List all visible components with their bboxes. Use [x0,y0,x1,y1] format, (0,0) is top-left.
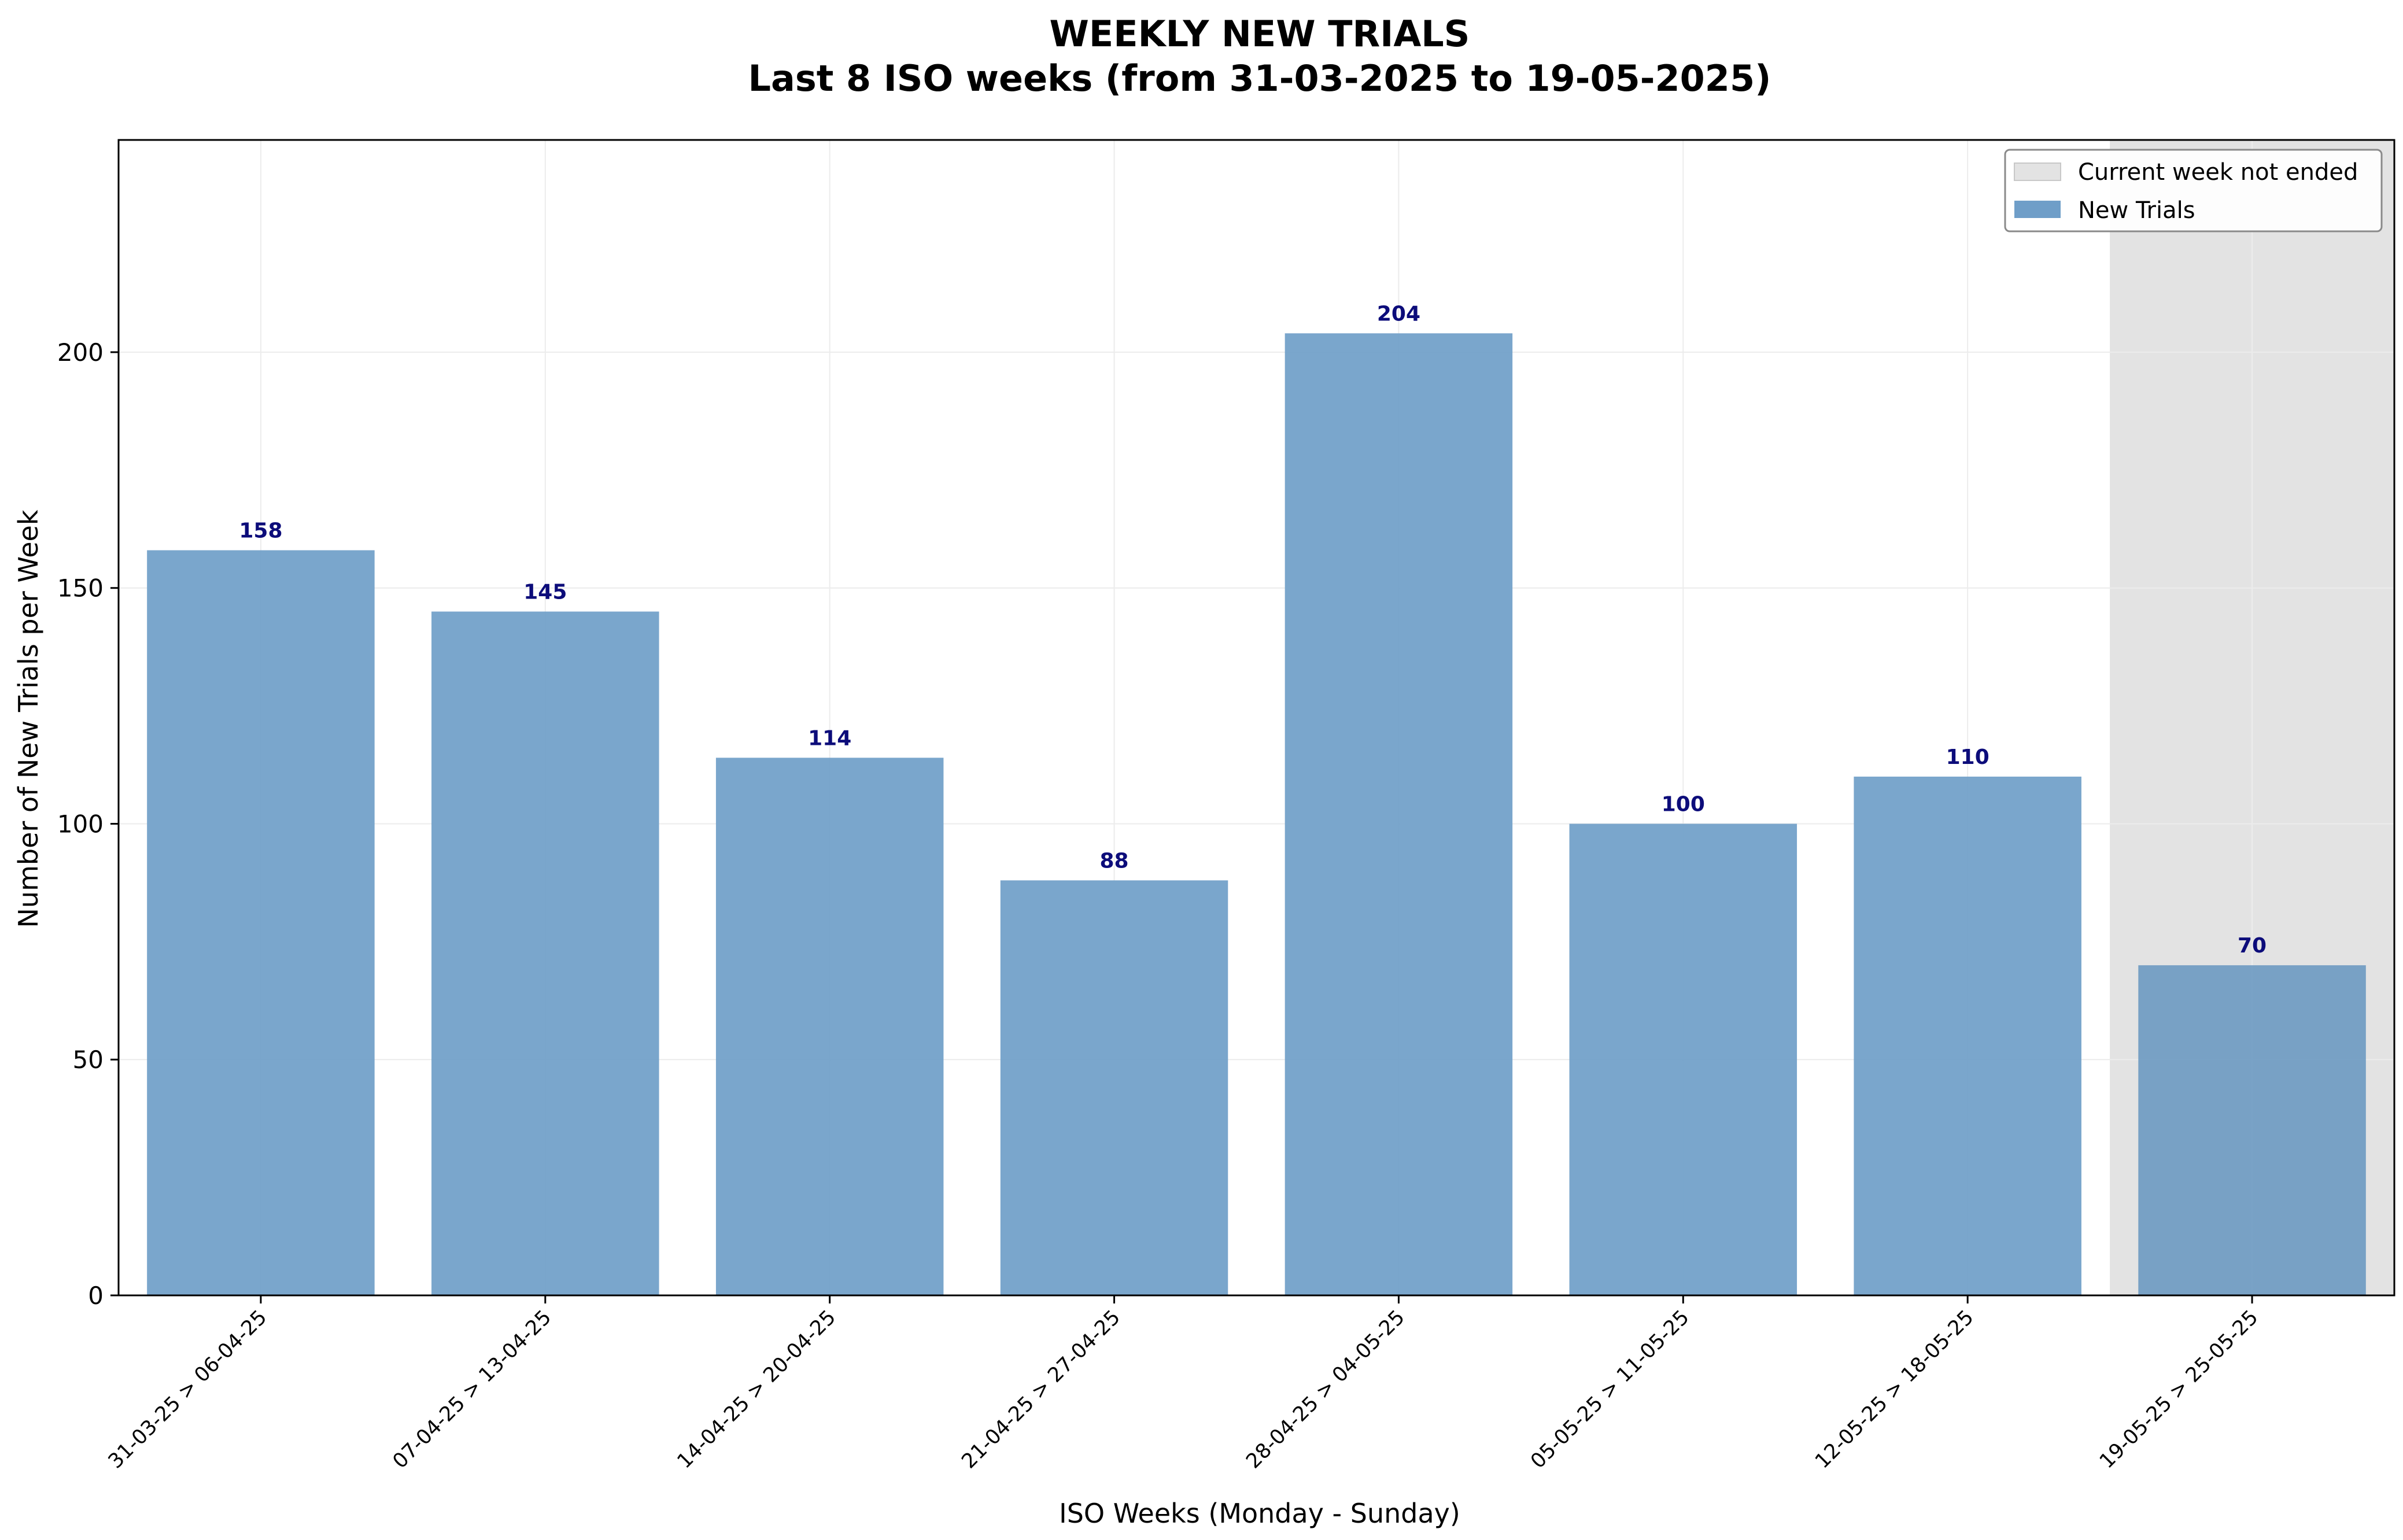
bar [1854,776,2081,1295]
legend-label-current-week: Current week not ended [2078,159,2358,186]
y-tick-label: 0 [88,1282,104,1310]
bar [147,550,375,1295]
bar-layer [147,333,2366,1296]
bar [1569,823,1797,1295]
x-tick-label: 19-05-25 > 25-05-25 [2095,1306,2262,1473]
bar [715,758,944,1295]
legend-box [2004,149,2383,232]
y-tick-label: 150 [57,574,104,603]
legend-swatch-current-week [2014,163,2061,181]
legend: Current week not ended New Trials [2004,149,2383,232]
x-axis-ticks: 31-03-25 > 06-04-25 07-04-25 > 13-04-25 14… [104,1295,2262,1473]
y-axis-ticks: 0 50 100 150 200 [57,338,119,1310]
data-label: 114 [808,726,851,750]
legend-swatch-new-trials [2014,201,2061,218]
x-axis-label: ISO Weeks (Monday - Sunday) [1059,1498,1460,1529]
chart-title: WEEKLY NEW TRIALS [1050,13,1470,55]
data-label: 100 [1662,792,1705,816]
data-label: 110 [1946,745,1989,769]
bar [431,611,659,1295]
y-axis-label: Number of New Trials per Week [13,509,44,928]
data-label: 158 [239,519,282,542]
bar [1000,880,1228,1295]
legend-label-new-trials: New Trials [2078,197,2195,224]
x-tick-label: 07-04-25 > 13-04-25 [389,1306,556,1473]
x-tick-label: 12-05-25 > 18-05-25 [1811,1306,1978,1473]
y-tick-label: 100 [57,810,104,838]
x-tick-label: 31-03-25 > 06-04-25 [104,1306,271,1473]
x-tick-label: 05-05-25 > 11-05-25 [1526,1306,1693,1473]
chart-subtitle: Last 8 ISO weeks (from 31-03-2025 to 19-… [748,57,1771,99]
data-label: 88 [1100,849,1129,873]
data-label: 145 [523,581,567,604]
data-label: 70 [2238,934,2267,958]
bar [1284,333,1513,1296]
data-label-layer: 158 145 114 88 204 100 110 70 [239,302,2267,958]
x-tick-label: 21-04-25 > 27-04-25 [957,1306,1124,1473]
x-tick-label: 14-04-25 > 20-04-25 [673,1306,840,1473]
y-tick-label: 200 [57,338,104,367]
data-label: 204 [1377,302,1420,326]
bar [2138,965,2366,1295]
y-tick-label: 50 [73,1046,104,1074]
plot-frame [117,139,2395,1297]
x-tick-label: 28-04-25 > 04-05-25 [1242,1306,1409,1473]
